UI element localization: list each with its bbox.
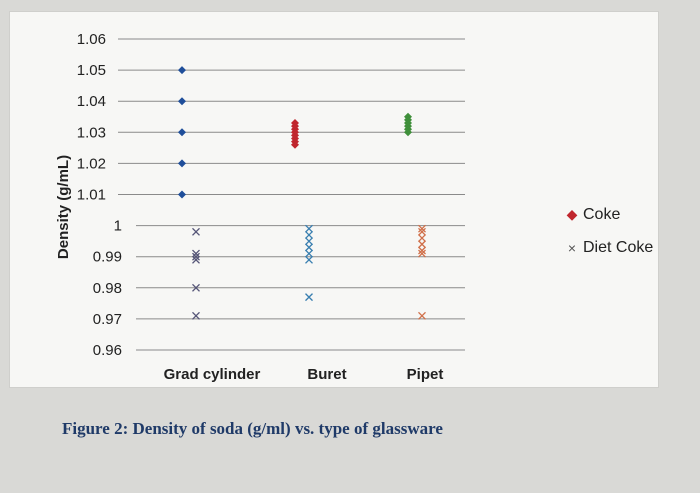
data-point-coke: [178, 128, 186, 137]
y-tick-label: 0.99: [93, 249, 122, 266]
data-point-coke: [404, 128, 412, 137]
y-tick-label: 1.03: [77, 124, 106, 141]
y-tick-label: 1.01: [77, 187, 106, 204]
gridlines: [118, 38, 465, 351]
y-tick-label: 1.04: [77, 93, 106, 110]
legend-item-diet-coke: × Diet Coke: [563, 231, 683, 264]
data-point-coke: [178, 159, 186, 168]
data-point-coke: [178, 97, 186, 106]
data-point-diet-coke: [192, 283, 200, 292]
data-point-diet-coke: [305, 237, 313, 246]
data-point-diet-coke: [305, 230, 313, 239]
y-tick-label: 1.05: [77, 62, 106, 79]
y-tick-label: 1.02: [77, 155, 106, 172]
data-point-diet-coke: [192, 249, 200, 258]
diamond-marker-icon: ◆: [566, 206, 578, 222]
scatter-plot: 1.06 1.05 1.04 1.03 1.02 1.01 1 0.99 0.98 0.97 0.9…: [55, 31, 465, 383]
x-marker-icon: ×: [567, 239, 577, 256]
data-point-coke: [178, 190, 186, 199]
legend: ◆ Coke × Diet Coke: [563, 198, 683, 264]
data-markers: [178, 66, 426, 320]
y-tick-label: 1: [114, 218, 122, 235]
data-point-diet-coke: [192, 227, 200, 236]
data-point-diet-coke: [418, 234, 426, 242]
data-point-diet-coke: [192, 252, 200, 261]
figure-caption: Figure 2: Density of soda (g/ml) vs. typ…: [62, 419, 443, 438]
data-point-diet-coke: [418, 227, 426, 236]
y-tick-labels: 1.06 1.05 1.04 1.03 1.02 1.01 1 0.99 0.98 0.97 0.9…: [77, 31, 122, 359]
x-tick-labels: Grad cylinder Buret Pipet: [164, 366, 444, 383]
data-point-diet-coke: [418, 240, 426, 249]
y-axis-label: Density (g/mL): [55, 155, 72, 259]
data-point-diet-coke: [305, 249, 313, 258]
y-tick-label: 0.97: [93, 311, 122, 328]
data-point-coke: [291, 140, 299, 149]
data-point-diet-coke: [418, 246, 426, 255]
legend-label-diet-coke: Diet Coke: [583, 238, 654, 256]
data-point-diet-coke: [418, 249, 426, 258]
x-tick-label: Grad cylinder: [164, 366, 261, 383]
y-tick-label: 0.98: [93, 280, 122, 297]
data-point-diet-coke: [418, 311, 426, 320]
data-point-diet-coke: [305, 224, 313, 233]
chart-panel: 1.06 1.05 1.04 1.03 1.02 1.01 1 0.99 0.98 0.97 0.9…: [10, 12, 658, 387]
y-tick-label: 1.06: [77, 31, 106, 48]
x-tick-label: Buret: [307, 366, 346, 383]
x-tick-label: Pipet: [407, 366, 444, 383]
data-point-diet-coke: [305, 293, 313, 302]
data-point-diet-coke: [192, 311, 200, 320]
data-point-diet-coke: [305, 243, 313, 252]
y-tick-label: 0.96: [93, 342, 122, 359]
data-point-diet-coke: [305, 255, 313, 264]
legend-label-coke: Coke: [583, 205, 621, 223]
data-point-coke: [178, 66, 186, 75]
legend-item-coke: ◆ Coke: [563, 198, 683, 231]
data-point-diet-coke: [192, 255, 200, 264]
data-point-diet-coke: [418, 224, 426, 233]
